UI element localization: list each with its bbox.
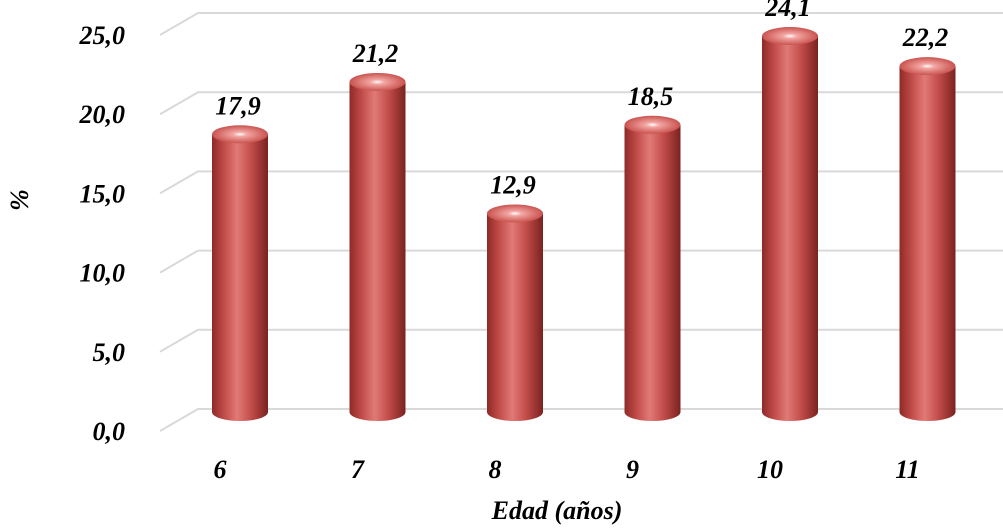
bar <box>212 125 268 421</box>
bar-body <box>899 66 956 421</box>
y-tick-label: 15,0 <box>80 179 126 208</box>
x-tick-label: 10 <box>757 455 783 484</box>
gridline <box>159 12 1003 36</box>
x-axis-ticks: 6 7 8 9 10 11 <box>214 455 920 484</box>
gridline <box>159 249 1003 274</box>
y-tick-label: 5,0 <box>93 338 126 367</box>
bar <box>349 72 406 421</box>
x-tick-label: 8 <box>489 455 502 484</box>
y-axis-ticks: 0,0 5,0 10,0 15,0 20,0 25,0 <box>79 21 126 446</box>
bar <box>899 57 956 421</box>
y-axis-title: % <box>5 189 34 211</box>
y-tick-label: 10,0 <box>80 259 126 288</box>
gridlines <box>159 12 1003 432</box>
data-label: 24,1 <box>764 0 811 22</box>
bar-body <box>487 213 543 421</box>
y-tick-label: 20,0 <box>79 100 126 129</box>
bar-cap <box>212 125 268 144</box>
gridline <box>159 170 1003 195</box>
bar-body <box>762 36 818 421</box>
y-tick-label: 25,0 <box>79 21 126 50</box>
data-label: 12,9 <box>490 170 536 199</box>
data-label: 17,9 <box>215 91 261 120</box>
x-axis-title: Edad (años) <box>491 496 623 525</box>
bar-cap <box>899 57 956 76</box>
bar <box>624 115 681 421</box>
x-tick-label: 9 <box>626 455 639 484</box>
y-tick-label: 0,0 <box>93 417 126 446</box>
gridline <box>159 408 1003 432</box>
data-label: 21,2 <box>352 39 399 68</box>
x-tick-label: 7 <box>351 455 365 484</box>
bar-body <box>212 134 268 421</box>
x-tick-label: 6 <box>214 455 227 484</box>
bar-cap <box>349 72 406 91</box>
bar <box>487 204 543 421</box>
bar <box>762 27 818 421</box>
bar-cap <box>624 115 681 134</box>
bar-cap <box>487 204 543 223</box>
gridline <box>159 328 1003 353</box>
bar-body <box>349 81 406 421</box>
gridline <box>159 91 1003 116</box>
data-label: 18,5 <box>628 82 674 111</box>
bar-cap <box>762 27 818 46</box>
x-tick-label: 11 <box>895 455 920 484</box>
bars: 17,9 21,2 12,9 18,5 24,1 22,2 <box>212 0 956 421</box>
bar-body <box>624 124 681 421</box>
data-label: 22,2 <box>902 23 949 52</box>
